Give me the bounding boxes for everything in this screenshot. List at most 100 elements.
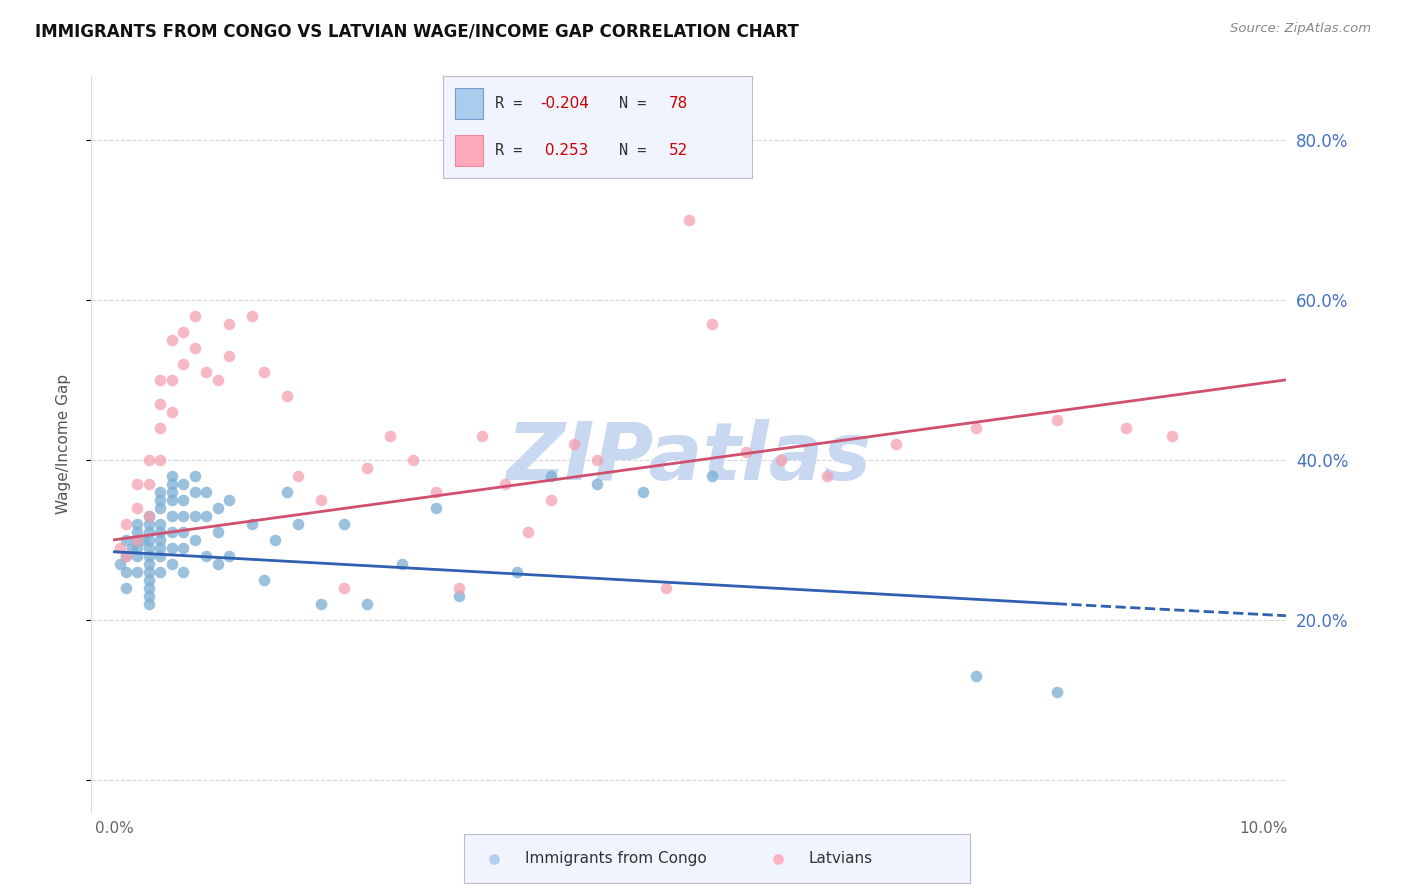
Point	[172, 476, 194, 491]
Point	[149, 524, 172, 539]
Point	[127, 500, 149, 515]
Point	[172, 325, 194, 339]
Point	[1160, 429, 1182, 443]
Point	[562, 436, 585, 450]
Point	[965, 669, 987, 683]
Point	[356, 460, 378, 475]
Point	[449, 581, 471, 595]
Point	[276, 484, 298, 499]
Point	[240, 516, 263, 531]
Point	[287, 468, 309, 483]
Point	[138, 516, 160, 531]
Point	[287, 516, 309, 531]
Point	[218, 492, 240, 507]
Point	[378, 429, 402, 443]
Point	[127, 524, 149, 539]
Text: 0.253: 0.253	[540, 144, 589, 158]
Point	[218, 317, 240, 331]
Point	[218, 549, 240, 563]
Point	[172, 565, 194, 579]
Point	[138, 524, 160, 539]
Point	[218, 349, 240, 363]
Point	[127, 476, 149, 491]
Point	[132, 533, 155, 547]
Point	[207, 557, 229, 571]
Point	[425, 484, 447, 499]
Text: R =: R =	[495, 144, 531, 158]
Point	[1046, 684, 1069, 698]
Point	[115, 549, 138, 563]
Text: IMMIGRANTS FROM CONGO VS LATVIAN WAGE/INCOME GAP CORRELATION CHART: IMMIGRANTS FROM CONGO VS LATVIAN WAGE/IN…	[35, 22, 799, 40]
Point	[115, 533, 138, 547]
Point	[172, 508, 194, 523]
Point	[655, 581, 678, 595]
Point	[253, 365, 276, 379]
Point	[678, 212, 700, 227]
Point	[149, 397, 172, 411]
Point	[253, 573, 276, 587]
Point	[160, 524, 183, 539]
Point	[115, 581, 138, 595]
Point	[184, 484, 207, 499]
Point	[108, 541, 131, 555]
Point	[172, 357, 194, 371]
Point	[425, 500, 447, 515]
Point	[207, 373, 229, 387]
Point	[138, 549, 160, 563]
Point	[172, 492, 194, 507]
Point	[115, 516, 138, 531]
Point	[884, 436, 907, 450]
Point	[149, 500, 172, 515]
Point	[700, 317, 723, 331]
Point	[735, 444, 758, 458]
Point	[160, 476, 183, 491]
Point	[160, 333, 183, 347]
Point	[276, 389, 298, 403]
Point	[160, 541, 183, 555]
Text: Source: ZipAtlas.com: Source: ZipAtlas.com	[1230, 22, 1371, 36]
Point	[264, 533, 287, 547]
Text: N =: N =	[619, 96, 655, 111]
Point	[505, 565, 527, 579]
Bar	[456, 136, 484, 166]
Point	[333, 581, 356, 595]
Point	[333, 516, 356, 531]
Point	[108, 557, 131, 571]
Point	[700, 468, 723, 483]
Point	[195, 549, 218, 563]
Bar	[456, 88, 484, 119]
Point	[138, 597, 160, 611]
Point	[149, 452, 172, 467]
Point	[127, 565, 149, 579]
Point	[149, 533, 172, 547]
Point	[160, 468, 183, 483]
Text: ZIPatlas: ZIPatlas	[506, 419, 872, 498]
Text: N =: N =	[619, 144, 655, 158]
Point	[172, 524, 194, 539]
Point	[766, 851, 789, 865]
Point	[138, 508, 160, 523]
Point	[207, 500, 229, 515]
Point	[471, 429, 494, 443]
Point	[586, 452, 609, 467]
Point	[127, 533, 149, 547]
Point	[240, 309, 263, 323]
Point	[149, 421, 172, 435]
Point	[138, 557, 160, 571]
Point	[149, 492, 172, 507]
Point	[115, 549, 138, 563]
Point	[138, 533, 160, 547]
Point	[517, 524, 540, 539]
Text: 78: 78	[669, 96, 688, 111]
Point	[138, 565, 160, 579]
Point	[138, 476, 160, 491]
Point	[149, 373, 172, 387]
Point	[769, 452, 792, 467]
Point	[127, 533, 149, 547]
Point	[356, 597, 378, 611]
Point	[160, 508, 183, 523]
Point	[184, 341, 207, 355]
Point	[127, 549, 149, 563]
Point	[815, 468, 838, 483]
Text: Latvians: Latvians	[808, 851, 872, 866]
